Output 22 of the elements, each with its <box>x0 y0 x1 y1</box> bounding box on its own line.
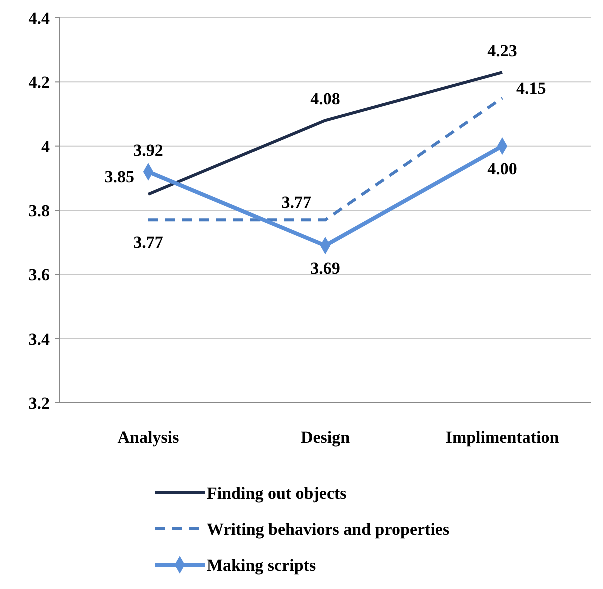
y-tick-label: 3.4 <box>28 330 50 349</box>
data-label: 4.15 <box>516 79 546 98</box>
data-label: 4.00 <box>488 159 518 178</box>
y-tick-label: 4.4 <box>28 8 50 28</box>
x-tick-label: Implimentation <box>446 428 560 447</box>
legend-label: Writing behaviors and properties <box>207 520 450 539</box>
y-tick-label: 4 <box>42 137 50 156</box>
data-label: 3.77 <box>134 233 164 252</box>
data-label: 3.92 <box>134 141 164 160</box>
y-tick-label: 3.8 <box>28 201 50 220</box>
y-tick-label: 3.2 <box>28 394 50 413</box>
data-label: 4.23 <box>488 42 518 61</box>
y-tick-label: 4.2 <box>28 73 50 92</box>
x-tick-label: Analysis <box>118 428 180 447</box>
data-label: 3.69 <box>310 258 340 278</box>
y-tick-label: 3.6 <box>28 266 50 285</box>
legend-label: Making scripts <box>207 556 316 575</box>
legend-label: Finding out objects <box>207 484 348 503</box>
data-label: 3.85 <box>104 167 134 186</box>
x-tick-label: Design <box>300 428 351 447</box>
data-label: 4.08 <box>310 90 340 109</box>
data-label: 3.77 <box>282 193 312 212</box>
